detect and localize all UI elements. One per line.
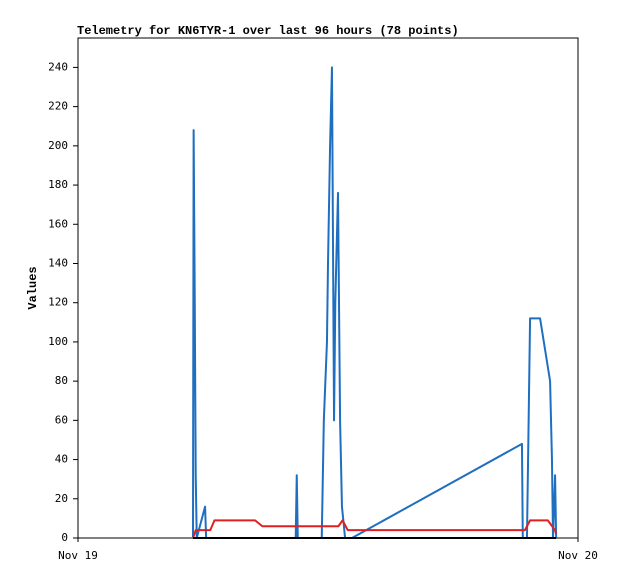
y-tick-label: 180	[48, 178, 68, 191]
chart-title: Telemetry for KN6TYR-1 over last 96 hour…	[77, 24, 459, 38]
y-tick-label: 20	[55, 492, 68, 505]
series-line	[192, 519, 558, 539]
y-tick-label: 140	[48, 256, 68, 269]
y-tick-label: 160	[48, 217, 68, 230]
x-tick-label: Nov 20	[558, 549, 598, 562]
y-tick-label: 120	[48, 296, 68, 309]
y-tick-label: 60	[55, 413, 68, 426]
y-tick-label: 0	[61, 531, 68, 544]
y-tick-label: 220	[48, 100, 68, 113]
y-tick-label: 100	[48, 335, 68, 348]
x-tick-label: Nov 19	[58, 549, 98, 562]
series-line	[192, 66, 558, 539]
y-tick-label: 80	[55, 374, 68, 387]
y-tick-label: 200	[48, 139, 68, 152]
y-tick-label: 240	[48, 60, 68, 73]
y-axis-label: Values	[26, 266, 40, 309]
y-tick-label: 40	[55, 453, 68, 466]
